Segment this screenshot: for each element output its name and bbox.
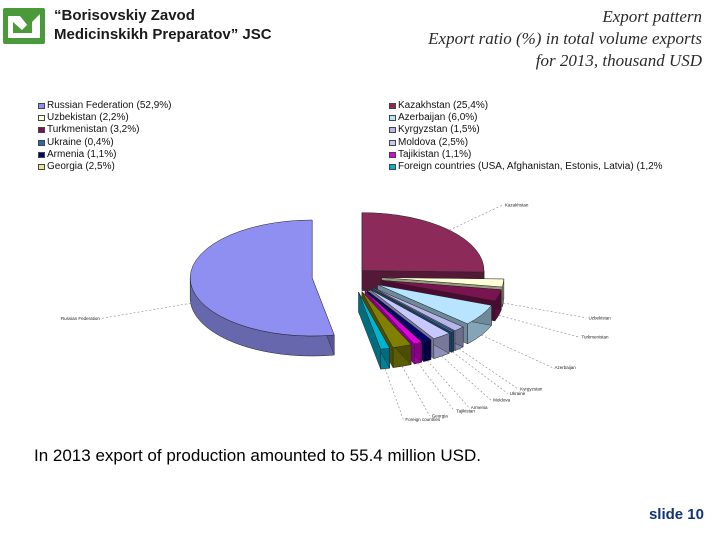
legend-swatch xyxy=(389,163,396,170)
legend-swatch xyxy=(38,103,45,109)
legend-entry: Tajikistan (1,1%) xyxy=(389,149,663,161)
company-logo xyxy=(3,8,45,44)
legend-swatch xyxy=(38,139,45,146)
legend-swatch xyxy=(389,139,396,146)
legend-label: Uzbekistan (2,2%) xyxy=(47,112,129,124)
legend-label: Turkmenistan (3,2%) xyxy=(47,124,140,136)
legend-entry: Kazakhstan (25,4%) xyxy=(389,100,663,112)
label-leader xyxy=(384,368,404,420)
label-leader xyxy=(101,302,191,319)
company-name-line2: Medicinskikh Preparatov” JSC xyxy=(54,26,272,43)
export-summary: In 2013 export of production amounted to… xyxy=(34,446,481,465)
label-leader xyxy=(458,348,519,390)
legend-label: Georgia (2,5%) xyxy=(47,160,115,172)
legend-swatch xyxy=(389,127,396,134)
label-leader xyxy=(441,355,492,401)
legend-label: Foreign countries (USA, Afghanistan, Est… xyxy=(398,160,663,172)
legend-entry: Kyrgyzstan (1,5%) xyxy=(389,124,663,136)
legend-swatch xyxy=(389,151,396,158)
slice-label: Russian Federation xyxy=(61,316,101,321)
label-leader xyxy=(401,366,430,417)
legend-entry: Azerbaijan (6,0%) xyxy=(389,112,663,124)
label-leader xyxy=(503,302,587,319)
legend-left: Russian Federation (52,9%) Uzbekistan (2,… xyxy=(38,100,172,173)
legend-right: Kazakhstan (25,4%) Azerbaijan (6,0%) Kyrgy… xyxy=(389,100,663,173)
logo-mark-inner xyxy=(13,20,32,33)
slide-number: slide 10 xyxy=(648,506,704,523)
title-line3: for 2013, thousand USD xyxy=(535,51,702,70)
slice-label: Turkmenistan xyxy=(581,335,609,340)
label-leader xyxy=(452,351,508,394)
legend-entry: Moldova (2,5%) xyxy=(389,137,663,149)
legend-swatch xyxy=(38,151,45,158)
legend-label: Azerbaijan (6,0%) xyxy=(398,112,478,124)
legend-label: Russian Federation (52,9%) xyxy=(47,100,172,111)
slide-title: Export pattern Export ratio (%) in total… xyxy=(428,6,702,72)
slice-label: Kyrgyzstan xyxy=(520,386,543,391)
slice-label: Uzbekistan xyxy=(589,315,612,320)
legend-swatch xyxy=(38,115,45,122)
legend-label: Armenia (1,1%) xyxy=(47,148,117,160)
legend-label: Kyrgyzstan (1,5%) xyxy=(398,124,480,136)
legend-entry: Foreign countries (USA, Afghanistan, Est… xyxy=(389,161,663,173)
legend-entry: Russian Federation (52,9%) xyxy=(38,100,172,112)
label-leader xyxy=(449,204,504,231)
slice-label: Armenia xyxy=(471,405,488,410)
pie-slice-foreign-countries xyxy=(358,291,391,370)
slice-label: Ukraine xyxy=(510,391,526,396)
legend-entry: Uzbekistan (2,2%) xyxy=(38,112,172,124)
legend-swatch xyxy=(38,127,45,134)
legend-entry: Ukraine (0,4%) xyxy=(38,137,172,149)
label-leader xyxy=(427,360,469,408)
company-name: “Borisovskiy Zavod Medicinskikh Preparat… xyxy=(54,6,272,44)
pie-slice-russian-federation xyxy=(189,219,335,357)
pie-slices xyxy=(189,212,505,370)
legend-label: Tajikistan (1,1%) xyxy=(398,148,472,160)
slice-label: Moldova xyxy=(493,398,511,403)
slice-label: Georgia xyxy=(432,414,449,419)
slice-label: Azerbaijan xyxy=(554,365,576,370)
legend-label: Ukraine (0,4%) xyxy=(47,136,114,148)
company-name-line1: “Borisovskiy Zavod xyxy=(54,7,195,24)
legend-swatch xyxy=(389,103,396,109)
legend-swatch xyxy=(389,115,396,122)
legend-entry: Turkmenistan (3,2%) xyxy=(38,124,172,136)
label-leader xyxy=(481,334,553,368)
slice-label: Tajikistan xyxy=(456,409,475,414)
legend-entry: Armenia (1,1%) xyxy=(38,149,172,161)
slice-label: Foreign countries xyxy=(405,417,441,422)
pie-slice-labels: Kazakhstan Uzbekistan Turkmenistan Azerbaij… xyxy=(61,202,611,422)
legend-label: Kazakhstan (25,4%) xyxy=(398,100,489,111)
title-line1: Export pattern xyxy=(602,7,702,26)
legend-entry: Georgia (2,5%) xyxy=(38,161,172,173)
title-line2: Export ratio (%) in total volume exports xyxy=(428,29,702,48)
slice-label: Kazakhstan xyxy=(505,202,529,207)
legend-label: Moldova (2,5%) xyxy=(398,136,469,148)
legend-swatch xyxy=(38,163,45,170)
label-leader xyxy=(498,315,580,338)
